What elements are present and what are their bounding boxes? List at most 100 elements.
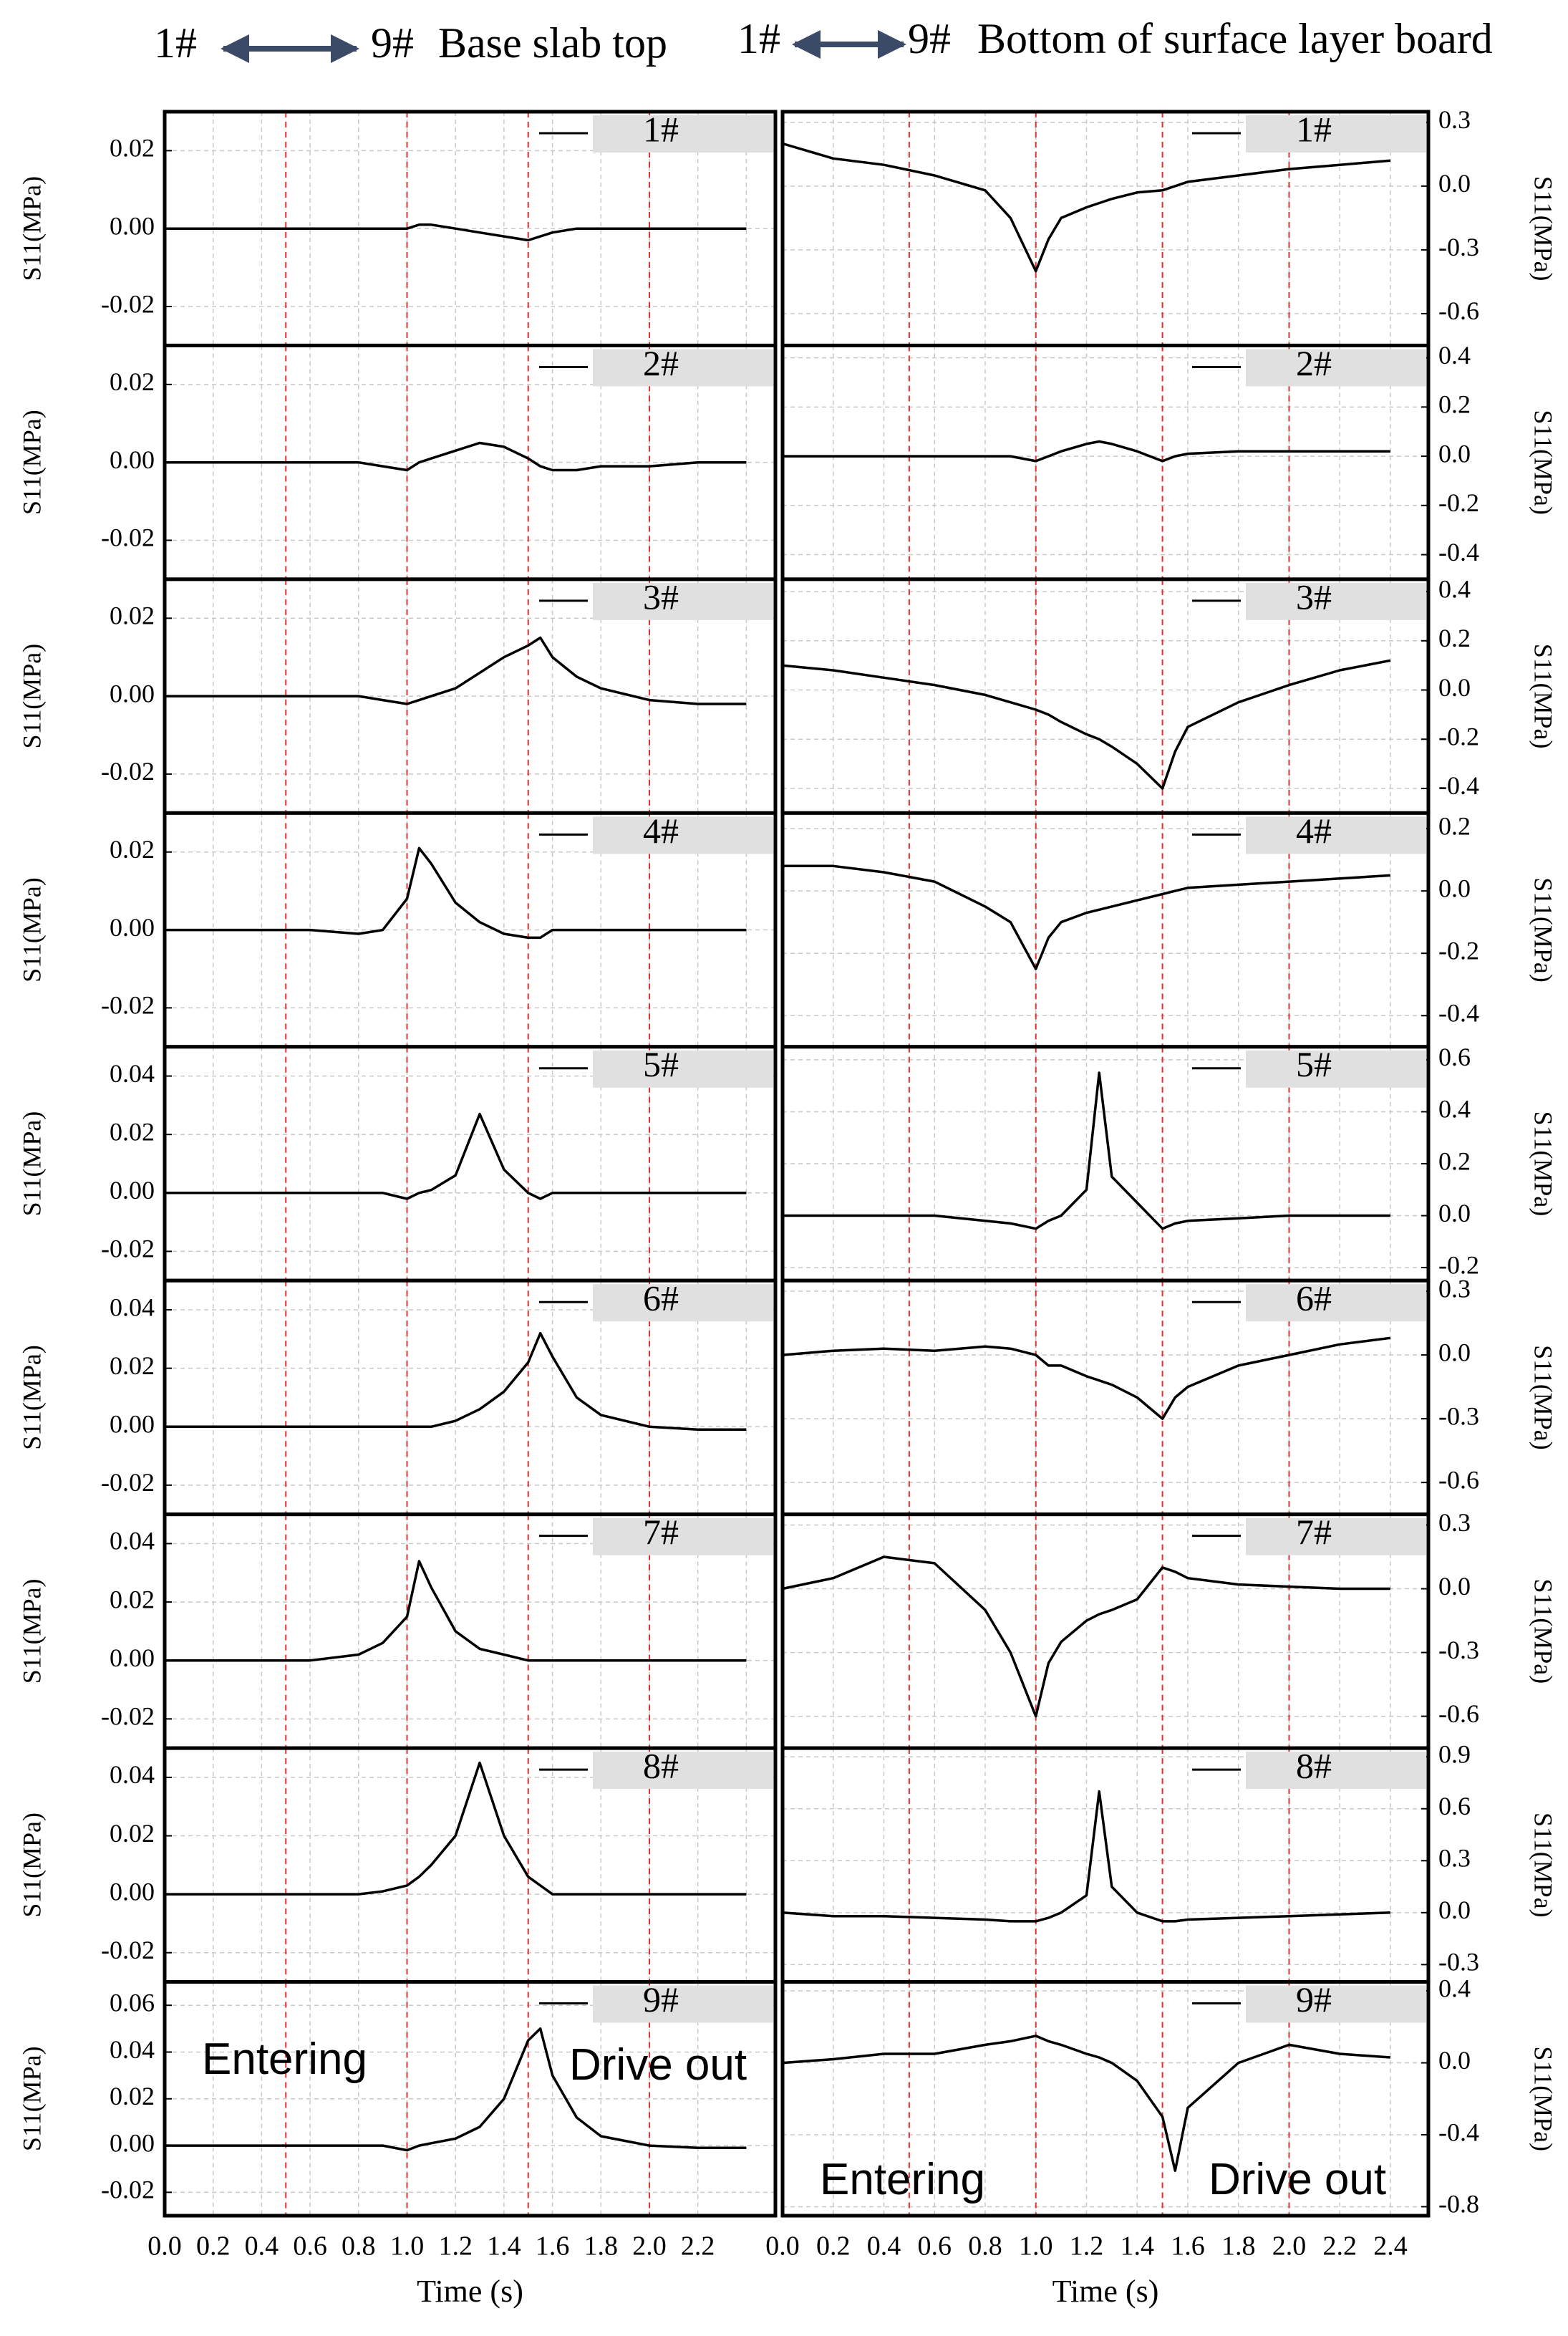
x-tick-label: 0.2 <box>196 2231 231 2262</box>
y-axis-label: S11(MPa) <box>17 2046 46 2151</box>
x-tick-label: 2.4 <box>1373 2231 1408 2262</box>
series-line <box>782 142 1391 273</box>
y-tick-label: 0.4 <box>1438 574 1471 603</box>
y-axis-label: S11(MPa) <box>1529 1579 1558 1684</box>
x-tick-label: 1.2 <box>438 2231 473 2262</box>
y-tick-label: -0.2 <box>1438 936 1479 965</box>
y-axis-label: S11(MPa) <box>1529 176 1558 281</box>
legend-box <box>1246 349 1426 387</box>
x-tick-label: 0.2 <box>816 2231 851 2262</box>
legend-box <box>593 1985 773 2023</box>
x-tick-label: 1.0 <box>1019 2231 1053 2262</box>
series-line <box>165 223 747 242</box>
y-axis-label: S11(MPa) <box>17 1345 46 1450</box>
y-tick-label: 0.02 <box>110 2082 155 2110</box>
y-tick-label: 0.00 <box>110 2128 155 2157</box>
y-tick-label: 0.3 <box>1438 1274 1471 1303</box>
series-line <box>165 2027 747 2152</box>
y-tick-label: 0.02 <box>110 602 155 630</box>
y-axis-label: S11(MPa) <box>1529 2046 1558 2151</box>
y-axis-label: S11(MPa) <box>1529 410 1558 515</box>
annotation: Entering <box>202 2035 367 2084</box>
y-tick-label: 0.02 <box>110 367 155 396</box>
legend-label: 4# <box>643 811 679 851</box>
legend-box <box>1246 1985 1426 2023</box>
y-tick-label: 0.0 <box>1438 1199 1471 1227</box>
x-tick-label: 2.2 <box>1322 2231 1357 2262</box>
y-axis-label: S11(MPa) <box>17 1111 46 1217</box>
series-line <box>782 1790 1390 1923</box>
y-tick-label: -0.02 <box>101 2176 155 2204</box>
y-tick-label: 0.02 <box>110 1819 155 1848</box>
legend-label: 8# <box>1296 1746 1332 1786</box>
legend-label: 7# <box>1296 1512 1332 1552</box>
y-tick-label: -0.02 <box>101 757 155 786</box>
series-line <box>783 440 1390 463</box>
y-tick-label: 0.00 <box>110 913 155 942</box>
x-tick-label: 1.8 <box>1221 2231 1256 2262</box>
y-tick-label: -0.02 <box>101 1702 155 1731</box>
legend-box <box>593 1050 773 1088</box>
legend-label: 2# <box>643 343 679 383</box>
y-tick-label: 0.0 <box>1438 169 1471 198</box>
x-tick-label: 1.8 <box>584 2231 619 2262</box>
y-tick-label: 0.0 <box>1438 874 1471 902</box>
y-tick-label: -0.2 <box>1438 488 1479 517</box>
y-tick-label: -0.02 <box>101 1936 155 1964</box>
y-tick-label: 0.2 <box>1438 624 1471 652</box>
y-tick-label: 0.3 <box>1438 1508 1471 1537</box>
header-label: Base slab top <box>438 19 667 67</box>
legend-label: 6# <box>1296 1278 1332 1318</box>
y-tick-label: 0.06 <box>110 1988 155 2017</box>
annotation: Drive out <box>569 2040 747 2090</box>
y-tick-label: -0.4 <box>1438 771 1479 800</box>
y-tick-label: 0.4 <box>1438 1095 1471 1124</box>
y-tick-label: 0.00 <box>110 1410 155 1439</box>
legend-box <box>593 349 773 387</box>
legend-label: 2# <box>1296 343 1332 383</box>
y-tick-label: 0.00 <box>110 1877 155 1906</box>
y-tick-label: 0.04 <box>110 1059 155 1088</box>
x-tick-label: 0.8 <box>342 2231 376 2262</box>
x-tick-label: 1.0 <box>390 2231 425 2262</box>
panel-border <box>780 1980 1431 2218</box>
legend-label: 3# <box>643 576 679 617</box>
y-axis-label: S11(MPa) <box>17 1579 46 1684</box>
y-tick-label: 0.00 <box>110 679 155 708</box>
x-tick-label: 2.0 <box>632 2231 667 2262</box>
y-tick-label: 0.00 <box>110 211 155 240</box>
legend-box <box>593 115 773 153</box>
y-axis-label: S11(MPa) <box>17 644 46 749</box>
x-tick-label: 1.6 <box>536 2231 570 2262</box>
y-tick-label: 0.4 <box>1438 341 1471 370</box>
legend-label: 9# <box>1296 1979 1332 2019</box>
x-tick-label: 1.2 <box>1070 2231 1104 2262</box>
header-to: 9# <box>908 15 951 62</box>
series-line <box>782 659 1391 790</box>
header-from: 1# <box>154 19 197 67</box>
y-tick-label: 0.02 <box>110 1117 155 1146</box>
x-axis-label: Time (s) <box>1052 2274 1159 2309</box>
legend-box <box>593 816 773 854</box>
series-line <box>165 1761 747 1896</box>
series-line <box>165 636 747 705</box>
y-tick-label: 0.2 <box>1438 811 1471 840</box>
legend-box <box>1246 1752 1426 1790</box>
y-tick-label: -0.02 <box>101 1235 155 1263</box>
y-axis-label: S11(MPa) <box>1529 1111 1558 1217</box>
y-tick-label: 0.2 <box>1438 1147 1471 1175</box>
y-tick-label: 0.4 <box>1438 1974 1471 2002</box>
y-tick-label: -0.4 <box>1438 999 1479 1028</box>
y-tick-label: 0.0 <box>1438 1572 1471 1601</box>
y-tick-label: 0.04 <box>110 1293 155 1321</box>
legend-label: 3# <box>1296 576 1332 617</box>
y-tick-label: -0.6 <box>1438 1699 1479 1728</box>
y-tick-label: -0.2 <box>1438 723 1479 751</box>
y-tick-label: 0.0 <box>1438 1338 1471 1366</box>
annotation: Entering <box>820 2155 985 2204</box>
series-line <box>165 1112 747 1200</box>
y-tick-label: 0.0 <box>1438 673 1471 702</box>
legend-label: 8# <box>643 1746 679 1786</box>
legend-box <box>1246 816 1426 854</box>
